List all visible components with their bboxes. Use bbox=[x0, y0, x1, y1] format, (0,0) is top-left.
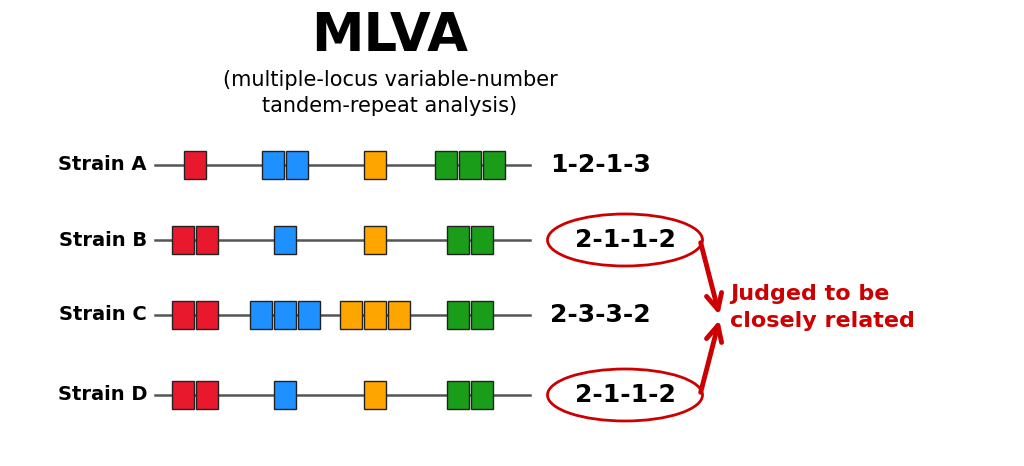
Text: 2-1-1-2: 2-1-1-2 bbox=[574, 383, 676, 407]
Bar bbox=[364, 301, 386, 329]
Bar bbox=[196, 381, 218, 409]
Bar bbox=[447, 301, 469, 329]
Bar bbox=[250, 301, 272, 329]
Bar bbox=[196, 301, 218, 329]
Bar bbox=[364, 381, 386, 409]
Text: Strain C: Strain C bbox=[59, 306, 147, 324]
Bar bbox=[274, 226, 296, 254]
Text: 2-3-3-2: 2-3-3-2 bbox=[550, 303, 650, 327]
Bar bbox=[262, 151, 284, 179]
Text: Judged to be
closely related: Judged to be closely related bbox=[730, 284, 914, 331]
Bar bbox=[447, 226, 469, 254]
Bar bbox=[184, 151, 206, 179]
Bar bbox=[471, 381, 493, 409]
Bar bbox=[471, 301, 493, 329]
Bar bbox=[340, 301, 362, 329]
Text: 1-2-1-3: 1-2-1-3 bbox=[550, 153, 651, 177]
Text: Strain B: Strain B bbox=[58, 231, 147, 249]
Text: 2-1-1-2: 2-1-1-2 bbox=[574, 228, 676, 252]
Bar bbox=[364, 151, 386, 179]
Bar bbox=[483, 151, 505, 179]
Bar bbox=[364, 226, 386, 254]
Bar bbox=[172, 301, 194, 329]
Text: (multiple-locus variable-number
tandem-repeat analysis): (multiple-locus variable-number tandem-r… bbox=[222, 70, 557, 116]
Bar bbox=[447, 381, 469, 409]
Bar bbox=[471, 226, 493, 254]
Text: Strain D: Strain D bbox=[57, 385, 147, 404]
Bar bbox=[172, 226, 194, 254]
Bar bbox=[388, 301, 410, 329]
Text: MLVA: MLVA bbox=[311, 10, 469, 62]
Bar bbox=[172, 381, 194, 409]
Bar bbox=[435, 151, 457, 179]
Bar bbox=[274, 381, 296, 409]
Bar bbox=[286, 151, 308, 179]
Bar bbox=[274, 301, 296, 329]
Bar bbox=[196, 226, 218, 254]
Bar bbox=[298, 301, 319, 329]
Bar bbox=[459, 151, 481, 179]
Text: Strain A: Strain A bbox=[58, 156, 147, 174]
